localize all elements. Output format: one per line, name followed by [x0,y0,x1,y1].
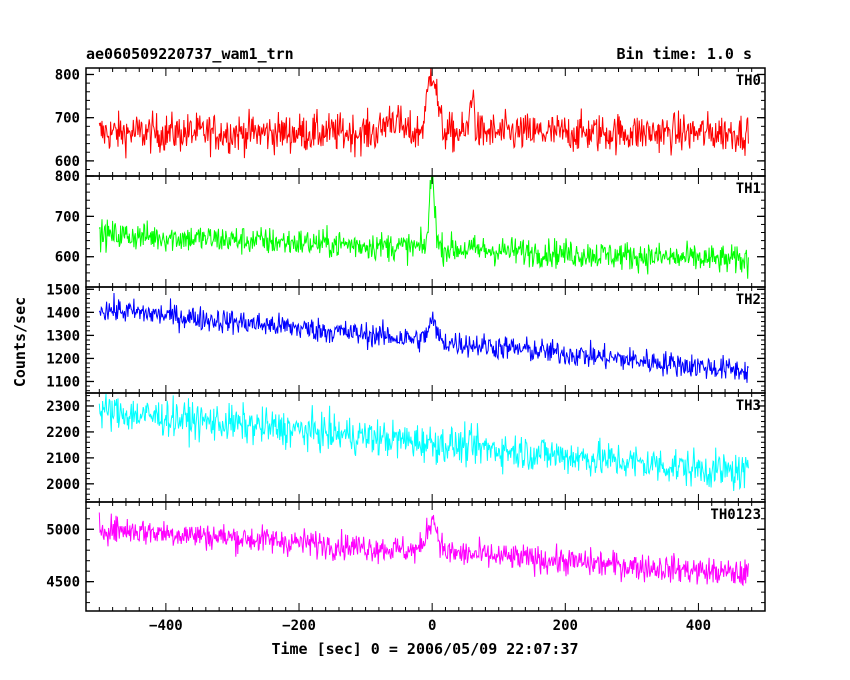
series-line-th0123 [98,512,749,587]
y-tick-label: 2300 [46,399,80,415]
chart-title: ae060509220737_wam1_trn [86,45,294,63]
y-tick-label: 800 [55,67,80,83]
bin-time-label: Bin time: 1.0 s [616,45,752,63]
x-tick-label: −400 [149,618,183,634]
y-tick-label: 700 [55,209,80,225]
x-axis-label: Time [sec] 0 = 2006/05/09 22:07:37 [271,640,579,658]
x-tick-label: 200 [553,618,578,634]
y-tick-label: 1300 [46,328,80,344]
y-tick-label: 600 [55,250,80,266]
y-tick-label: 1200 [46,351,80,367]
panel-frame-th0123 [85,501,766,612]
y-tick-label: 5000 [46,522,80,538]
y-tick-label: 800 [55,169,80,185]
y-tick-label: 700 [55,111,80,127]
x-tick-label: 0 [428,618,436,634]
y-tick-label: 2000 [46,477,80,493]
y-tick-label: 2100 [46,451,80,467]
x-tick-label: 400 [686,618,711,634]
series-line-th0 [98,68,749,159]
y-tick-label: 1100 [46,374,80,390]
x-tick-label: −200 [282,618,316,634]
series-line-th2 [98,292,749,383]
series-line-th3 [98,393,749,492]
y-tick-label: 2200 [46,425,80,441]
panel-label-th0: TH0 [736,73,761,89]
panel-label-th2: TH2 [736,292,761,308]
y-tick-label: 4500 [46,575,80,591]
panel-label-th1: TH1 [736,181,761,197]
y-tick-label: 600 [55,154,80,170]
y-tick-label: 1400 [46,305,80,321]
series-line-th1 [98,176,749,279]
panel-label-th3: TH3 [736,398,761,414]
panel-label-th0123: TH0123 [710,507,761,523]
y-tick-label: 1500 [46,282,80,298]
